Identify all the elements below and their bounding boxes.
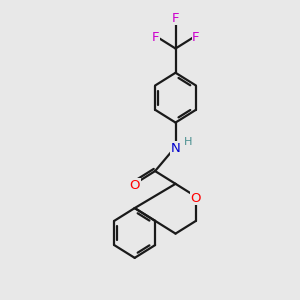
Text: F: F <box>152 31 159 44</box>
Text: F: F <box>192 31 200 44</box>
Text: O: O <box>191 192 201 205</box>
Text: F: F <box>172 12 179 25</box>
Text: O: O <box>129 179 140 192</box>
Text: H: H <box>183 137 192 147</box>
Text: N: N <box>171 142 180 155</box>
